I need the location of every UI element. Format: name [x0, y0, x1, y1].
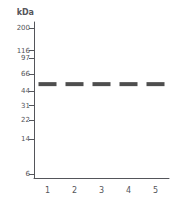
svg-text:22: 22: [21, 116, 30, 124]
svg-text:44: 44: [21, 87, 30, 95]
svg-text:6: 6: [26, 170, 31, 178]
svg-text:kDa: kDa: [17, 8, 34, 17]
svg-text:2: 2: [72, 186, 77, 195]
svg-text:31: 31: [21, 102, 30, 110]
svg-text:97: 97: [21, 54, 30, 62]
svg-text:5: 5: [153, 186, 158, 195]
svg-text:3: 3: [99, 186, 104, 195]
svg-text:4: 4: [126, 186, 131, 195]
svg-text:66: 66: [21, 70, 30, 78]
svg-text:116: 116: [16, 46, 30, 55]
svg-text:1: 1: [45, 186, 50, 195]
svg-text:14: 14: [21, 135, 30, 143]
svg-text:200: 200: [17, 24, 30, 32]
